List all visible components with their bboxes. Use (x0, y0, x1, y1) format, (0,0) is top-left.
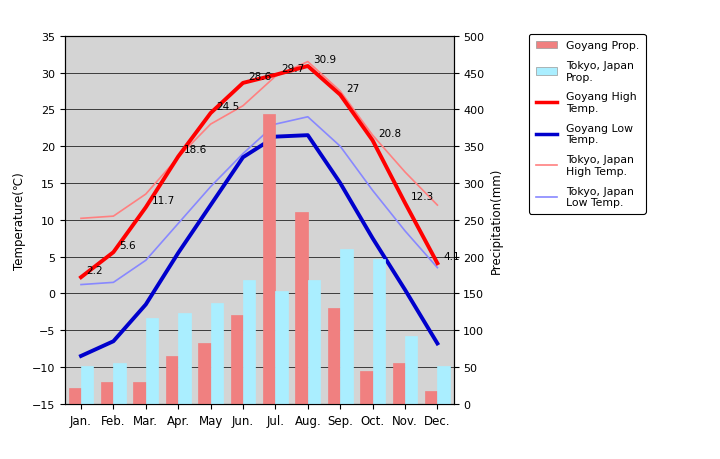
Bar (210, 303, 223, 404)
Bar (295, 213, 307, 404)
Bar (392, 364, 405, 404)
Bar (328, 308, 340, 404)
Text: 11.7: 11.7 (151, 196, 175, 206)
Text: 27: 27 (346, 84, 359, 93)
Text: 18.6: 18.6 (184, 145, 207, 155)
Text: 28.6: 28.6 (248, 72, 272, 82)
Text: 29.7: 29.7 (281, 63, 305, 73)
Bar (101, 382, 114, 404)
Text: 30.9: 30.9 (313, 55, 336, 65)
Bar (81, 366, 94, 404)
Text: 5.6: 5.6 (119, 241, 135, 251)
Bar (360, 371, 373, 404)
Bar (230, 316, 243, 404)
Bar (425, 391, 438, 404)
Bar (275, 291, 288, 404)
Bar (438, 366, 450, 404)
Bar (133, 382, 145, 404)
Y-axis label: Precipitation(mm): Precipitation(mm) (490, 167, 503, 274)
Text: 24.5: 24.5 (216, 102, 240, 112)
Text: 4.1: 4.1 (443, 252, 459, 262)
Bar (263, 115, 275, 404)
Legend: Goyang Prop., Tokyo, Japan
Prop., Goyang High
Temp., Goyang Low
Temp., Tokyo, Ja: Goyang Prop., Tokyo, Japan Prop., Goyang… (529, 35, 646, 214)
Bar (373, 259, 385, 404)
Bar (405, 336, 418, 404)
Bar (243, 280, 256, 404)
Bar (114, 363, 126, 404)
Bar (198, 344, 210, 404)
Bar (145, 318, 158, 404)
Text: 12.3: 12.3 (410, 191, 434, 201)
Bar (179, 313, 191, 404)
Y-axis label: Temperature(℃): Temperature(℃) (13, 172, 26, 269)
Bar (68, 388, 81, 404)
Text: 20.8: 20.8 (378, 129, 401, 139)
Bar (340, 250, 353, 404)
Bar (307, 280, 320, 404)
Text: 2.2: 2.2 (86, 265, 103, 275)
Bar (166, 356, 179, 404)
